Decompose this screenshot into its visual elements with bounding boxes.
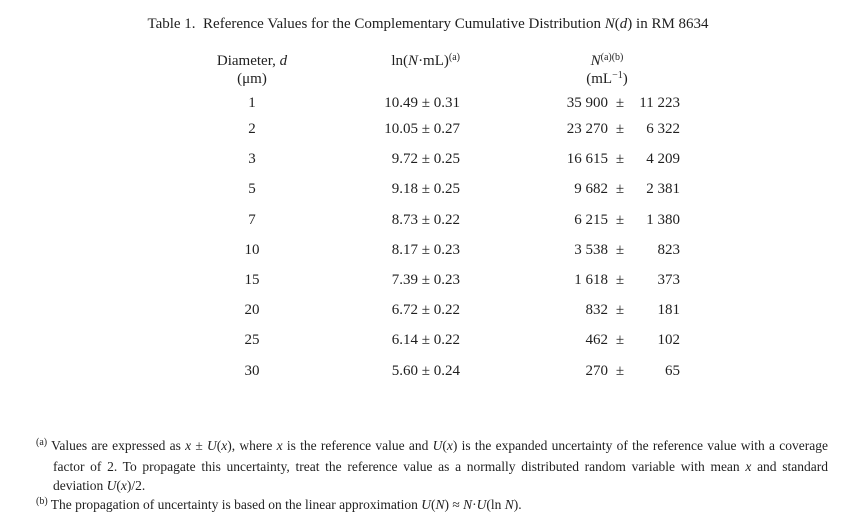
- n-value: 3 538: [574, 241, 608, 258]
- ln-value: 6.14 ± 0.22: [391, 332, 460, 349]
- n-uncertainty: 823: [657, 241, 681, 258]
- diameter-value: 5: [248, 181, 256, 198]
- diameter-value: 25: [244, 332, 260, 349]
- ln-value: 8.17 ± 0.23: [391, 241, 460, 258]
- ln-value: 9.18 ± 0.25: [391, 181, 460, 198]
- n-value: 35 900: [566, 95, 608, 111]
- n-uncertainty: 373: [657, 271, 681, 288]
- n-value: 9 682: [574, 181, 608, 198]
- col-header-diameter-unit: (μm): [237, 71, 267, 87]
- diameter-value: 3: [248, 151, 256, 168]
- n-uncertainty: 181: [657, 302, 681, 319]
- n-value: 23 270: [566, 121, 608, 137]
- col-header-n: N(a)(b): [460, 52, 680, 70]
- n-value: 16 615: [566, 151, 608, 168]
- n-value: 270: [585, 362, 609, 379]
- plus-minus-sign: ±: [615, 211, 625, 228]
- reference-values-table: Diameter, d ln(N·mL)(a) N(a)(b) (μm) (mL…: [212, 52, 680, 416]
- plus-minus-sign: ±: [615, 241, 625, 258]
- n-uncertainty: 4 209: [646, 151, 680, 168]
- plus-minus-sign: ±: [615, 302, 625, 319]
- plus-minus-sign: ±: [615, 271, 625, 288]
- n-value: 6 215: [574, 211, 608, 228]
- ln-value: 8.73 ± 0.22: [391, 211, 460, 228]
- ln-value: 10.05 ± 0.27: [384, 121, 460, 137]
- diameter-value: 7: [248, 211, 256, 228]
- ln-value: 7.39 ± 0.23: [391, 271, 460, 288]
- diameter-value: 10: [244, 241, 260, 258]
- col-header-diameter: Diameter, d: [216, 53, 288, 69]
- n-uncertainty: 11 223: [639, 95, 680, 111]
- col-header-n-unit: (mL−1): [460, 70, 680, 88]
- footnote-a: (a) Values are expressed as x ± U(x), wh…: [36, 437, 828, 493]
- n-value: 1 618: [574, 271, 608, 288]
- n-uncertainty: 65: [665, 362, 680, 379]
- col-header-ln: ln(N·mL)(a): [391, 52, 460, 69]
- ln-value: 6.72 ± 0.22: [391, 302, 460, 319]
- plus-minus-sign: ±: [615, 151, 625, 168]
- plus-minus-sign: ±: [615, 181, 625, 198]
- plus-minus-sign: ±: [615, 332, 625, 349]
- n-value: 832: [585, 302, 609, 319]
- n-uncertainty: 1 380: [646, 211, 680, 228]
- diameter-value: 1: [248, 95, 256, 111]
- n-uncertainty: 102: [657, 332, 681, 349]
- plus-minus-sign: ±: [615, 362, 625, 379]
- diameter-value: 15: [244, 271, 260, 288]
- diameter-value: 20: [244, 302, 260, 319]
- n-uncertainty: 2 381: [646, 181, 680, 198]
- diameter-value: 30: [244, 362, 260, 379]
- table-title: Table 1. Reference Values for the Comple…: [147, 16, 709, 32]
- plus-minus-sign: ±: [615, 95, 625, 111]
- col-header-n-label: N(a)(b): [590, 52, 624, 69]
- footnotes: (a) Values are expressed as x ± U(x), wh…: [36, 436, 828, 516]
- n-value: 462: [585, 332, 609, 349]
- diameter-value: 2: [248, 121, 256, 137]
- ln-value: 5.60 ± 0.24: [391, 362, 460, 379]
- n-uncertainty: 6 322: [646, 121, 680, 137]
- ln-value: 9.72 ± 0.25: [391, 151, 460, 168]
- ln-value: 10.49 ± 0.31: [384, 95, 460, 111]
- plus-minus-sign: ±: [615, 121, 625, 137]
- col-header-n-unit-label: (mL−1): [586, 70, 628, 87]
- footnote-b: (b) The propagation of uncertainty is ba…: [36, 496, 522, 512]
